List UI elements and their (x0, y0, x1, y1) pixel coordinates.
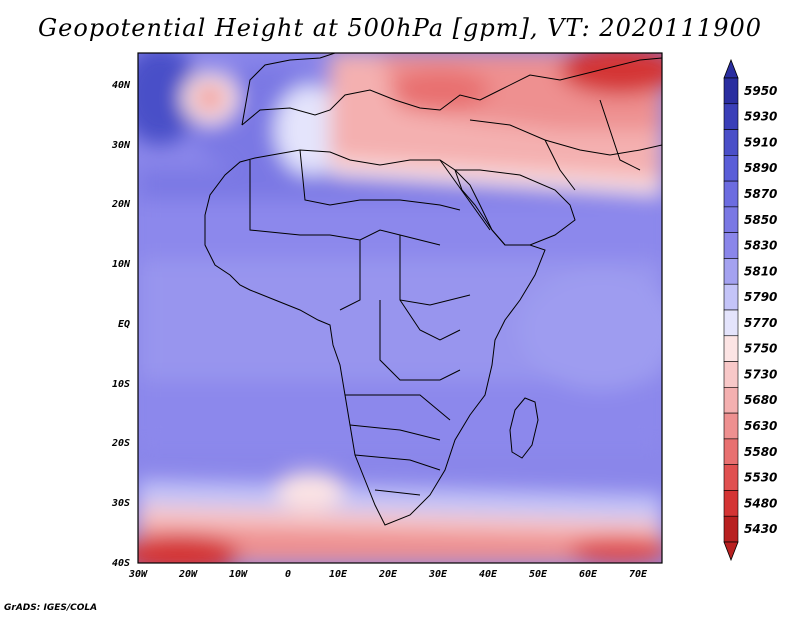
colorbar-swatch (723, 361, 739, 388)
colorbar-swatch (723, 387, 739, 414)
colorbar-label: 5630 (744, 419, 777, 433)
lon-label: 10E (329, 569, 348, 580)
colorbar-label: 5430 (744, 522, 777, 536)
colorbar-label: 5930 (744, 110, 777, 124)
colorbar-label: 5580 (744, 445, 777, 459)
colorbar-bottom-arrow (723, 541, 739, 562)
coastlines (204, 53, 662, 526)
colorbar-swatch (723, 258, 739, 285)
lat-label: EQ (118, 319, 130, 330)
colorbar-label: 5530 (744, 471, 777, 485)
colorbar-label: 5830 (744, 239, 777, 253)
lon-label: 0 (285, 569, 291, 580)
lat-label: 40S (112, 558, 130, 569)
colorbar-label: 5810 (744, 264, 777, 278)
colorbar-label: 5870 (744, 187, 777, 201)
lat-axis: 40N 30N 20N 10N EQ 10S 20S 30S 40S (111, 80, 131, 569)
lon-label: 60E (579, 569, 598, 580)
lon-label: 20E (378, 569, 398, 580)
colorbar-label: 5730 (744, 367, 777, 381)
lon-label: 70E (629, 569, 648, 580)
lat-label: 30S (111, 498, 130, 509)
colorbar-label: 5850 (744, 213, 777, 227)
map-title: Geopotential Height at 500hPa [gpm], VT:… (38, 14, 762, 42)
lat-label: 20N (111, 199, 131, 210)
colorbar-label: 5910 (744, 135, 777, 149)
colorbar-swatch (723, 180, 739, 208)
colorbar-swatch (723, 232, 739, 259)
credit-text: GrADS: IGES/COLA (4, 603, 98, 613)
colorbar-label: 5680 (744, 393, 777, 407)
lat-label: 30N (111, 140, 131, 151)
map-frame (137, 52, 663, 564)
colorbar-label: 5950 (744, 84, 777, 98)
colorbar-label: 5480 (744, 496, 777, 510)
colorbar-swatch (723, 77, 739, 105)
colorbar-swatch (723, 464, 739, 491)
lon-label: 40E (479, 569, 498, 580)
colorbar-swatch (723, 335, 739, 362)
colorbar-swatch (723, 490, 739, 517)
lon-axis: 30W 20W 10W 0 10E 20E 30E 40E 50E 60E 70… (128, 569, 648, 580)
lat-label: 40N (112, 80, 131, 91)
lat-label: 10S (112, 379, 130, 390)
colorbar-swatch (723, 515, 739, 543)
colorbar-swatch (723, 438, 739, 465)
colorbar-swatch (723, 206, 739, 233)
lat-label: 10N (112, 259, 131, 270)
colorbar-label: 5770 (744, 316, 777, 330)
colorbar: 5950 5930 5910 5890 5870 5850 5830 5810 5790 5770… (723, 58, 777, 562)
colorbar-swatch (723, 103, 739, 130)
lon-label: 10W (229, 569, 248, 580)
colorbar-swatch (723, 412, 739, 440)
lon-label: 30W (128, 569, 148, 580)
colorbar-swatch (723, 155, 739, 182)
lon-label: 50E (529, 569, 548, 580)
lon-label: 30E (428, 569, 448, 580)
colorbar-top-arrow (723, 58, 739, 79)
colorbar-swatch (723, 309, 739, 337)
lat-label: 20S (111, 438, 130, 449)
colorbar-swatch (723, 283, 739, 311)
colorbar-label: 5750 (744, 342, 777, 356)
colorbar-swatch (723, 129, 739, 156)
colorbar-label: 5790 (744, 290, 777, 304)
lon-label: 20W (178, 569, 198, 580)
height-field (138, 53, 662, 563)
colorbar-label: 5890 (744, 161, 777, 175)
